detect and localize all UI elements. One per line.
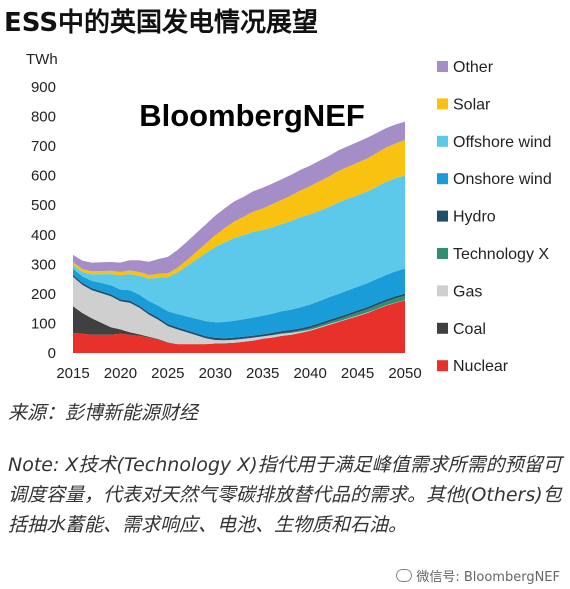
y-tick-label: 600	[31, 168, 56, 185]
x-tick-label: 2050	[388, 365, 421, 382]
brand-label: BloombergNEF	[139, 98, 365, 133]
watermark-text: 微信号: BloombergNEF	[416, 570, 560, 585]
area-onshore-wind	[73, 268, 405, 339]
legend-label: Offshore wind	[453, 134, 551, 151]
legend-label: Technology X	[453, 246, 549, 263]
chart-area: 0 100 200 300 400 500 600 700 800 900 TWh 2015 2020 2…	[0, 44, 570, 392]
x-tick-label: 2040	[293, 365, 326, 382]
source-text: 来源：彭博新能源财经	[8, 402, 199, 424]
stacked-area-chart: 0 100 200 300 400 500 600 700 800 900 TWh 2015 2020 2…	[26, 51, 552, 382]
y-tick-label: 100	[31, 315, 56, 332]
y-tick-label: 200	[31, 286, 56, 303]
legend-swatch	[437, 322, 448, 334]
x-tick-label: 2030	[199, 365, 232, 382]
legend-swatch	[437, 210, 448, 222]
x-tick-label: 2015	[56, 365, 89, 382]
legend-label: Onshore wind	[453, 171, 552, 188]
area-technology-x	[73, 276, 405, 341]
legend-label: Nuclear	[453, 358, 509, 375]
y-tick-label: 800	[31, 109, 56, 126]
x-tick-label: 2020	[104, 365, 137, 382]
legend-label: Other	[453, 59, 494, 76]
wechat-icon	[396, 569, 413, 582]
legend-swatch	[437, 173, 448, 185]
x-tick-label: 2025	[151, 365, 184, 382]
y-tick-label: 300	[31, 256, 56, 273]
legend-swatch	[437, 98, 448, 110]
y-tick-label: 500	[31, 197, 56, 214]
area-offshore-wind	[73, 175, 405, 323]
x-tick-label: 2035	[246, 365, 279, 382]
y-tick-label: 0	[48, 345, 56, 362]
area-other	[73, 121, 405, 275]
legend-swatch	[437, 285, 448, 297]
legend-label: Hydro	[453, 209, 496, 226]
legend-label: Solar	[453, 96, 491, 113]
y-tick-label: 400	[31, 227, 56, 244]
note-text: Note: X技术(Technology X)指代用于满足峰值需求所需的预留可调…	[8, 454, 562, 536]
legend-swatch	[437, 360, 448, 372]
y-axis-unit: TWh	[26, 51, 58, 68]
legend-swatch	[437, 248, 448, 259]
y-tick-label: 900	[31, 79, 56, 96]
y-tick-label: 700	[31, 138, 56, 155]
legend-label: Gas	[453, 283, 482, 300]
legend-swatch	[437, 135, 448, 147]
x-tick-label: 2045	[341, 365, 374, 382]
legend-label: Coal	[453, 321, 486, 338]
chart-title: ESS中的英国发电情况展望	[4, 8, 319, 38]
wechat-watermark: 微信号: BloombergNEF	[396, 566, 560, 585]
area-hydro	[73, 274, 405, 341]
area-gas	[73, 276, 405, 345]
legend-swatch	[437, 61, 448, 72]
area-nuclear	[73, 300, 405, 353]
